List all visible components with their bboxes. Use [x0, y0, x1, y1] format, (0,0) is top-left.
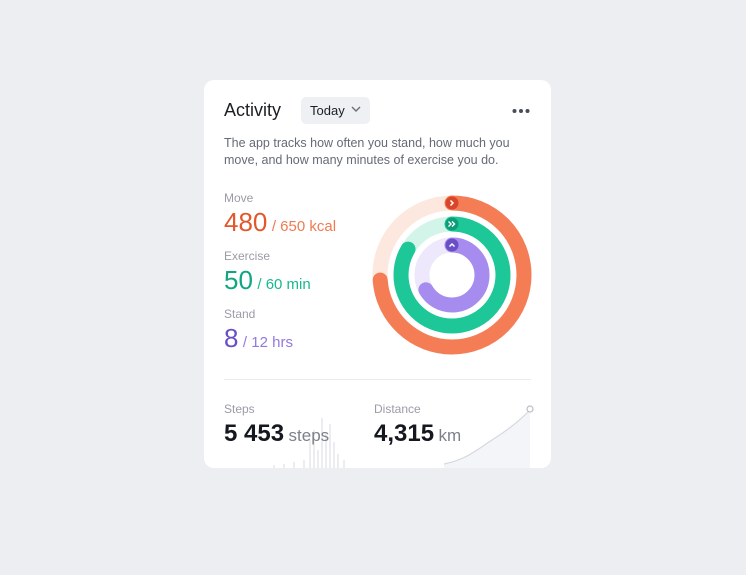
- move-metric: Move 480 / 650 kcal: [224, 191, 336, 238]
- chevron-icon: [351, 106, 361, 112]
- stand-metric: Stand 8 / 12 hrs: [224, 307, 293, 354]
- distance-sparkline: [444, 405, 534, 468]
- stat-value: 5 453: [224, 420, 285, 447]
- metric-goal: / 60 min: [257, 276, 311, 293]
- stat-label: Steps: [224, 402, 255, 416]
- activity-rings: [372, 195, 532, 355]
- metric-label: Move: [224, 191, 254, 205]
- metric-label: Exercise: [224, 249, 271, 263]
- distance-stat: Distance 4,315 km: [374, 402, 461, 448]
- exercise-metric: Exercise 50 / 60 min: [224, 249, 311, 296]
- metric-goal: / 12 hrs: [242, 334, 293, 351]
- stat-unit: km: [438, 426, 462, 445]
- steps-stat: Steps 5 453 steps: [224, 402, 329, 448]
- steps-sparkline: [273, 418, 345, 468]
- metric-goal: / 650 kcal: [271, 218, 337, 235]
- card-title: Activity: [224, 100, 282, 120]
- activity-card: Activity Today The app tracks how often …: [204, 80, 551, 468]
- metric-value: 480: [224, 207, 268, 237]
- metric-label: Stand: [224, 307, 256, 321]
- stat-label: Distance: [374, 402, 421, 416]
- metric-value: 8: [224, 323, 239, 353]
- more-menu[interactable]: [512, 108, 530, 114]
- period-dropdown[interactable]: Today: [301, 97, 370, 124]
- period-label: Today: [310, 103, 345, 118]
- divider: [224, 379, 531, 380]
- stat-value: 4,315: [374, 420, 435, 447]
- description: The app tracks how often you stand, how …: [224, 136, 510, 167]
- metric-value: 50: [224, 265, 253, 295]
- ring-icons: [445, 196, 459, 252]
- stat-unit: steps: [288, 426, 330, 445]
